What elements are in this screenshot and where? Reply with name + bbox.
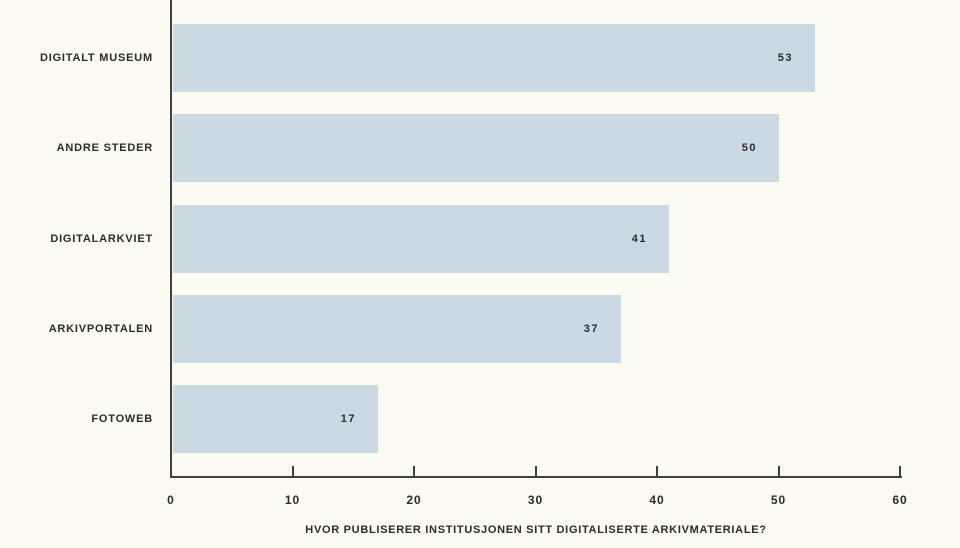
x-tick-label: 40: [649, 493, 665, 507]
y-axis-line: [170, 0, 172, 478]
bar: 50: [173, 114, 779, 183]
bar: 41: [173, 204, 669, 273]
bar-value-label: 50: [741, 142, 757, 155]
category-label: DIGITALT MUSEUM: [39, 52, 153, 64]
bar-value-label: 41: [631, 232, 647, 245]
x-tick-label: 30: [527, 493, 544, 507]
x-tick-label: 20: [406, 493, 422, 507]
category-label: ARKIVPORTALEN: [48, 322, 153, 335]
bar: 37: [173, 294, 621, 363]
x-tick-mark: [413, 466, 415, 476]
category-label: FOTOWEB: [91, 413, 153, 425]
bar-value-label: 53: [777, 52, 793, 64]
x-tick-label: 50: [770, 493, 787, 507]
category-label: DIGITALARKVIET: [50, 232, 153, 245]
x-axis-title: HVOR PUBLISERER INSTITUSJONEN SITT DIGIT…: [305, 524, 767, 536]
x-tick-label: 0: [167, 493, 175, 507]
x-tick-mark: [899, 466, 901, 476]
bar-value-label: 17: [340, 413, 356, 425]
x-tick-mark: [656, 466, 658, 476]
x-tick-label: 60: [892, 493, 908, 507]
x-tick-mark: [291, 466, 294, 476]
x-tick-mark: [170, 466, 172, 476]
x-tick-label: 10: [284, 493, 301, 507]
category-label: ANDRE STEDER: [56, 142, 153, 155]
bar-value-label: 37: [583, 322, 599, 335]
bar: 53: [173, 24, 815, 92]
x-tick-mark: [534, 466, 537, 476]
x-axis-line: [170, 476, 902, 478]
bar: 17: [173, 385, 378, 453]
x-tick-mark: [777, 466, 780, 476]
